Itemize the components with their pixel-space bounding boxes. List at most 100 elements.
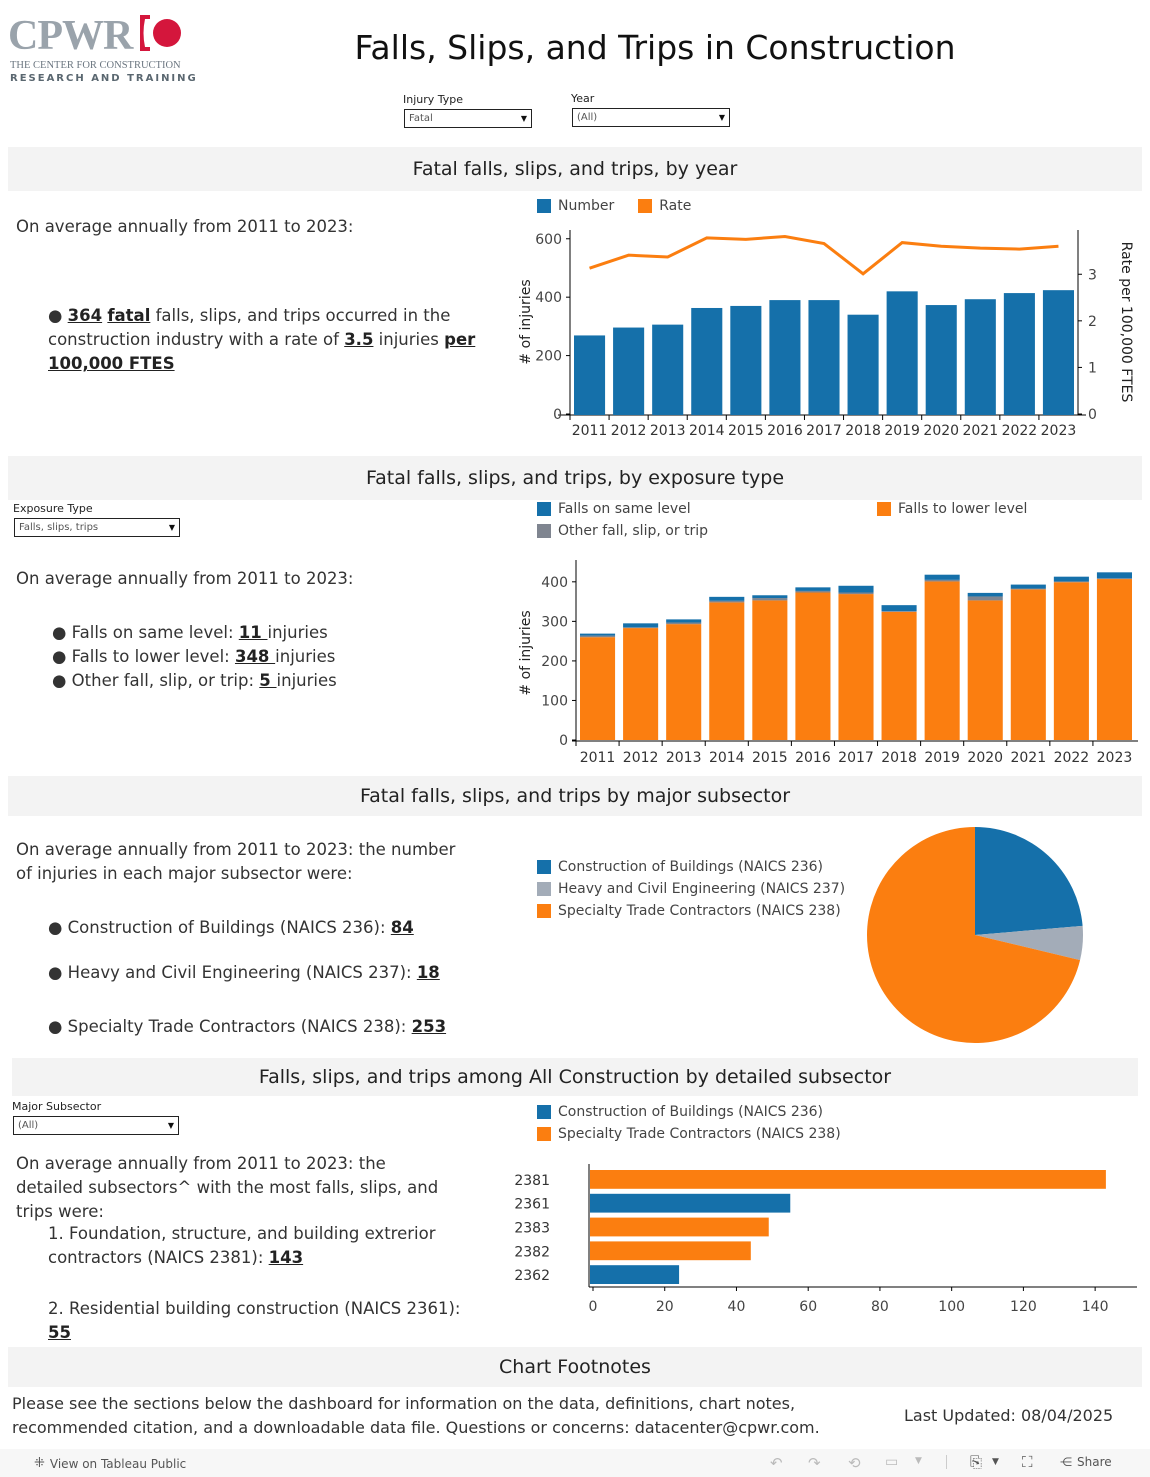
- legend-swatch: [537, 904, 551, 918]
- bar: [590, 1265, 680, 1284]
- pie-legend-item[interactable]: Heavy and Civil Engineering (NAICS 237): [537, 881, 845, 897]
- logo-subtitle: THE CENTER FOR CONSTRUCTION: [10, 60, 181, 71]
- y-tick-label: 200: [535, 349, 562, 365]
- x-tick-label: 100: [938, 1299, 965, 1315]
- by-subsector-list: ● Construction of Buildings (NAICS 236):…: [48, 916, 446, 1069]
- legend-other[interactable]: Other fall, slip, or trip: [537, 523, 708, 539]
- injury-type-dropdown[interactable]: Fatal ▼: [404, 109, 532, 128]
- by-year-legend: Number Rate: [537, 198, 691, 214]
- bar-number: [652, 324, 684, 415]
- by-exposure-legend: Falls on same level Falls to lower level…: [537, 501, 1097, 547]
- redo-icon[interactable]: ↷: [808, 1454, 821, 1472]
- download-dropdown-icon[interactable]: ▼: [992, 1457, 999, 1467]
- bar-segment: [1053, 582, 1089, 740]
- item-value: 18: [416, 963, 440, 982]
- y2-tick-label: 0: [1088, 407, 1097, 423]
- x-tick-label: 20: [656, 1299, 674, 1315]
- bar-number: [613, 327, 645, 415]
- fullscreen-icon[interactable]: ⛶: [1022, 1453, 1033, 1471]
- bar-segment: [580, 637, 616, 740]
- bar: [590, 1217, 769, 1237]
- bar-segment: [580, 633, 616, 636]
- injury-type-value: Fatal: [409, 113, 433, 124]
- exposure-item: ● Other fall, slip, or trip: 5 injuries: [52, 671, 337, 690]
- legend-swatch: [877, 502, 891, 516]
- item-value: 143: [268, 1248, 304, 1267]
- bar-segment: [752, 595, 788, 599]
- bar-segment: [838, 585, 874, 593]
- bar-segment: [623, 627, 659, 629]
- legend-label: Falls to lower level: [898, 501, 1028, 517]
- bar-segment: [709, 596, 745, 601]
- tableau-toolbar: ⁜ View on Tableau Public ↶ ↷ ⟲ ▭ ▼ ⎘ ▼ ⛶…: [0, 1449, 1150, 1477]
- refresh-icon[interactable]: ▭: [885, 1454, 899, 1470]
- y-tick-label: 400: [535, 290, 562, 306]
- item-label: Heavy and Civil Engineering (NAICS 237):: [67, 963, 417, 982]
- share-label: Share: [1077, 1455, 1112, 1469]
- revert-icon[interactable]: ⟲: [848, 1454, 861, 1472]
- by-subsector-pie: [867, 827, 1083, 1043]
- legend-label: Falls on same level: [558, 501, 691, 517]
- pie-legend-item[interactable]: Specialty Trade Contractors (NAICS 238): [537, 903, 845, 919]
- legend-swatch: [537, 1127, 551, 1141]
- year-label: Year: [571, 92, 595, 105]
- pie-slice: [975, 827, 1083, 935]
- y-tick-label: 600: [535, 232, 562, 248]
- bar-segment: [623, 623, 659, 628]
- bar-segment: [924, 581, 960, 740]
- view-on-tableau-link[interactable]: ⁜ View on Tableau Public: [34, 1456, 186, 1471]
- refresh-dropdown-icon[interactable]: ▼: [915, 1456, 922, 1466]
- exposure-item: ● Falls to lower level: 348 injuries: [52, 647, 336, 666]
- major-subsector-dropdown[interactable]: (All) ▼: [13, 1116, 179, 1135]
- legend-number[interactable]: Number: [537, 198, 614, 214]
- footnote-line-2: recommended citation, and a downloadable…: [12, 1418, 820, 1437]
- item-label: Falls to lower level:: [71, 647, 235, 666]
- y-axis-label: # of injuries: [518, 610, 534, 695]
- x-tick-label: 2011: [572, 423, 608, 439]
- x-tick-label: 2019: [924, 750, 960, 766]
- bar-segment: [1010, 588, 1046, 590]
- x-tick-label: 0: [589, 1299, 598, 1315]
- chevron-down-icon: ▼: [168, 523, 175, 532]
- bar-segment: [752, 598, 788, 601]
- y2-tick-label: 3: [1088, 267, 1097, 283]
- bar-segment: [623, 628, 659, 740]
- by-year-chart: 0 200 400 600 0 1 2 3 # of injuries Rate per 100,…: [518, 230, 1134, 439]
- footnote-line-1: Please see the sections below the dashbo…: [12, 1394, 796, 1413]
- bar: [590, 1193, 791, 1213]
- y-tick-label: 300: [541, 614, 568, 630]
- legend-lower-level[interactable]: Falls to lower level: [877, 501, 1027, 517]
- bar: [590, 1170, 1106, 1189]
- legend-rate[interactable]: Rate: [638, 198, 691, 214]
- x-tick-label: 2012: [611, 423, 647, 439]
- x-tick-label: 2023: [1097, 750, 1133, 766]
- pie-legend-item[interactable]: Construction of Buildings (NAICS 236): [537, 859, 845, 875]
- x-tick-label: 2018: [881, 750, 917, 766]
- section-header-detailed: Falls, slips, and trips among All Constr…: [12, 1058, 1138, 1096]
- legend-236[interactable]: Construction of Buildings (NAICS 236): [537, 1104, 841, 1120]
- legend-same-level[interactable]: Falls on same level: [537, 501, 691, 517]
- injury-type-label: Injury Type: [403, 93, 464, 106]
- x-tick-label: 60: [799, 1299, 817, 1315]
- logo-mark-icon: [140, 15, 181, 51]
- x-tick-label: 2014: [709, 750, 745, 766]
- item-value: 84: [390, 918, 414, 937]
- bar-segment: [838, 592, 874, 595]
- bar-segment: [1096, 572, 1132, 579]
- bar-segment: [795, 592, 831, 740]
- legend-label: Specialty Trade Contractors (NAICS 238): [558, 903, 841, 919]
- share-button[interactable]: ⋲ Share: [1060, 1455, 1112, 1469]
- chevron-down-icon: ▼: [167, 1121, 174, 1130]
- legend-label: Construction of Buildings (NAICS 236): [558, 1104, 824, 1120]
- item-value: 348: [234, 647, 276, 666]
- year-dropdown[interactable]: (All) ▼: [572, 108, 730, 127]
- y-tick-label: 2382: [514, 1244, 550, 1260]
- exposure-type-dropdown[interactable]: Falls, slips, trips ▼: [14, 518, 180, 537]
- legend-swatch: [537, 860, 551, 874]
- by-exposure-list: ● Falls on same level: 11 injuries ● Fall…: [52, 621, 337, 693]
- by-exposure-intro: On average annually from 2011 to 2023:: [16, 569, 354, 588]
- x-tick-label: 2020: [923, 423, 959, 439]
- undo-icon[interactable]: ↶: [770, 1454, 783, 1472]
- legend-238[interactable]: Specialty Trade Contractors (NAICS 238): [537, 1126, 841, 1142]
- download-icon[interactable]: ⎘: [970, 1453, 983, 1471]
